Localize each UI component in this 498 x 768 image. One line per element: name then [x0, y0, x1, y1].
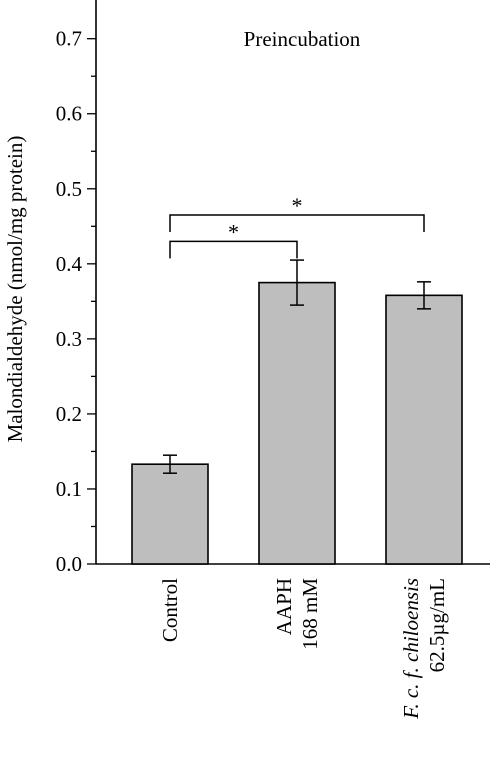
y-tick-label: 0.4 [56, 252, 83, 276]
x-tick-label: 168 mM [298, 578, 322, 650]
bars [131, 281, 463, 565]
y-tick-label: 0.6 [56, 102, 82, 126]
y-axis-label: Malondialdehyde (nmol/mg protein) [3, 136, 27, 443]
bar [385, 294, 463, 565]
y-tick-label: 0.2 [56, 402, 82, 426]
y-tick-label: 0.5 [56, 177, 82, 201]
bar [258, 281, 336, 565]
y-tick-label: 0.3 [56, 327, 82, 351]
significance-label: * [292, 193, 303, 218]
chart-title: Preincubation [244, 27, 361, 51]
x-tick-label: F. c. f. chiloensis [399, 578, 423, 720]
y-ticks: 0.0 0.1 0.2 0.3 0.4 0.5 0.6 0.7 [56, 27, 96, 576]
x-tick-label: 62.5µg/mL [425, 578, 449, 672]
significance-bracket [169, 240, 298, 259]
bar [131, 463, 209, 565]
x-tick-label: Control [158, 578, 182, 642]
significance-label: * [228, 219, 239, 244]
error-bars [163, 259, 431, 474]
y-tick-label: 0.1 [56, 477, 82, 501]
significance-brackets: ** [169, 193, 425, 259]
y-tick-label: 0.7 [56, 27, 82, 51]
x-tick-labels: Control AAPH 168 mM F. c. f. chiloensis 62.5… [158, 578, 449, 720]
y-tick-label: 0.0 [56, 552, 82, 576]
x-tick-label: AAPH [272, 578, 296, 635]
significance-bracket [169, 214, 425, 233]
